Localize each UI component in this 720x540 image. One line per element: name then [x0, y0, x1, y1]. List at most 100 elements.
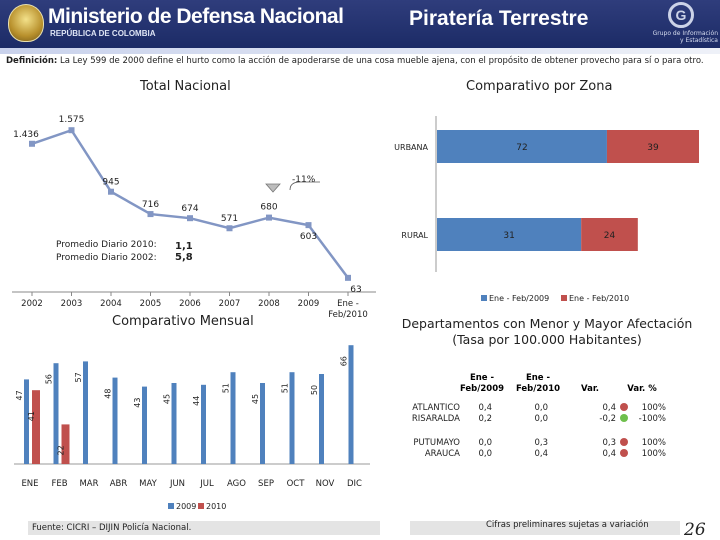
col-header-2010b: Feb/2010 [516, 384, 560, 394]
monthly-xtick-ago: AGO [227, 479, 246, 489]
dept-indicator-atlantico [620, 403, 628, 411]
monthly-bar-2010-ene [32, 390, 40, 464]
monthly-label-2009-jul: 44 [192, 396, 201, 406]
monthly-xtick-may: MAY [139, 479, 157, 489]
page-title: Piratería Terrestre [409, 7, 589, 30]
monthly-label-2009-sep: 45 [251, 394, 260, 404]
total-label-4: 674 [181, 204, 198, 214]
dept-2010-atlantico: 0,0 [534, 403, 548, 413]
monthly-bar-2009-sep [260, 383, 265, 464]
dept-2010-risaralda: 0,0 [534, 414, 548, 424]
monthly-legend-label-2010: 2010 [206, 502, 226, 511]
definition-label: Definición: [6, 56, 58, 66]
dept-2010-putumayo: 0,3 [534, 438, 548, 448]
monthly-label-2009-ene: 47 [15, 390, 24, 400]
monthly-xtick-abr: ABR [110, 479, 128, 489]
ministry-name: Ministerio de Defensa Nacional [48, 5, 344, 28]
zona-bar-rural-1 [581, 218, 638, 251]
total-xtick-1: 2003 [61, 299, 83, 309]
monthly-label-2010-ene: 41 [27, 411, 36, 421]
monthly-bar-2009-nov [319, 374, 324, 464]
monthly-bar-2009-jul [201, 384, 206, 464]
total-xtick-5: 2007 [219, 299, 241, 309]
total-nacional-chart: 1.436 1.575 945 716 674 571 680 603 63 2002 2003 2… [12, 115, 376, 320]
monthly-xtick-jul: JUL [199, 479, 214, 489]
dept-varp-arauca: 100% [642, 449, 666, 459]
zona-legend-label-1: Ene - Feb/2010 [569, 294, 629, 303]
col-header-2009b: Feb/2009 [460, 384, 504, 394]
col-header-2010a: Ene - [526, 373, 551, 383]
total-xtick-0: 2002 [21, 299, 43, 309]
promedio-2010-value: 1,1 [175, 241, 193, 252]
monthly-label-2009-ago: 51 [222, 383, 231, 393]
total-xtick-8a: Ene - [337, 299, 359, 309]
departamentos-table: Ene - Feb/2009 Ene - Feb/2010 Var. Var. … [412, 373, 666, 459]
group-line2: y Estadística [679, 37, 718, 44]
total-xtick-2: 2004 [100, 299, 122, 309]
dept-name-putumayo: PUTUMAYO [413, 438, 460, 448]
total-xtick-4: 2006 [179, 299, 201, 309]
zona-category-urbana: URBANA [394, 143, 428, 152]
monthly-label-2009-jun: 45 [163, 394, 172, 404]
comparativo-zona-title: Comparativo por Zona [466, 79, 613, 94]
dept-var-risaralda: -0,2 [599, 414, 616, 424]
total-point-2003 [68, 127, 75, 134]
zona-label-rural-0: 31 [503, 231, 514, 241]
dept-2009-arauca: 0,0 [478, 449, 492, 459]
source-note: Fuente: CICRI – DIJIN Policía Nacional. [32, 523, 192, 533]
footer-bar-left [28, 521, 380, 535]
col-header-varp: Var. % [627, 384, 657, 394]
total-point-2002 [29, 140, 35, 147]
monthly-xtick-dic: DIC [347, 479, 362, 489]
monthly-xtick-mar: MAR [79, 479, 98, 489]
departamentos-title-line1: Departamentos con Menor y Mayor Afectaci… [401, 316, 693, 331]
total-label-7: 603 [300, 232, 317, 242]
group-line1: Grupo de Información [652, 30, 718, 37]
monthly-bar-2009-ene [24, 379, 29, 464]
total-label-5: 571 [221, 214, 238, 224]
zona-label-urbana-1: 39 [647, 143, 659, 153]
col-header-var: Var. [581, 384, 599, 394]
monthly-label-2009-oct: 51 [281, 383, 290, 393]
total-point-2008 [266, 214, 272, 221]
col-header-2009a: Ene - [470, 373, 495, 383]
dept-2009-putumayo: 0,0 [478, 438, 492, 448]
zona-legend-label-0: Ene - Feb/2009 [489, 294, 549, 303]
monthly-xtick-ene: ENE [21, 479, 38, 489]
total-xtick-8b: Feb/2010 [328, 310, 368, 320]
promedio-2002-value: 5,8 [175, 252, 193, 263]
footer-bar-right [410, 521, 680, 535]
promedio-2002-label: Promedio Diario 2002: [56, 253, 157, 263]
comparativo-zona-chart: URBANA 72 39 RURAL 31 24 Ene - Feb/2009 Ene - … [394, 116, 699, 303]
total-label-8: 63 [350, 285, 361, 295]
dept-name-risaralda: RISARALDA [412, 414, 460, 424]
group-name: Grupo de Información y Estadística [640, 30, 718, 44]
zona-bar-urbana-0 [437, 130, 607, 163]
coat-of-arms-icon [8, 4, 44, 42]
zona-legend-swatch-0 [481, 295, 487, 301]
monthly-bar-2009-ago [230, 372, 236, 464]
zona-label-urbana-0: 72 [516, 143, 527, 153]
monthly-xtick-jun: JUN [169, 479, 185, 489]
zona-legend-swatch-1 [561, 295, 567, 301]
monthly-label-2010-feb: 22 [57, 445, 66, 455]
annotation-bracket [289, 181, 320, 191]
total-point-2004 [108, 188, 114, 195]
monthly-label-2009-mar: 57 [74, 372, 83, 382]
definition-body: La Ley 599 de 2000 define el hurto como … [57, 56, 704, 66]
monthly-xtick-oct: OCT [287, 479, 306, 489]
definition-text: Definición: La Ley 599 de 2000 define el… [6, 56, 714, 67]
arrow-down-icon [265, 183, 281, 193]
total-nacional-title: Total Nacional [140, 79, 231, 94]
monthly-legend-label-2009: 2009 [176, 502, 196, 511]
comparativo-mensual-title: Comparativo Mensual [112, 314, 254, 329]
total-label-6: 680 [260, 203, 277, 213]
dept-indicator-risaralda [620, 414, 628, 422]
dept-var-arauca: 0,4 [602, 449, 616, 459]
header-bar [0, 0, 720, 48]
dept-varp-risaralda: -100% [639, 414, 666, 424]
monthly-bar-2009-abr [112, 377, 118, 464]
zona-bar-urbana-1 [606, 130, 699, 163]
total-point-2006 [187, 215, 193, 222]
total-label-0: 1.436 [13, 130, 39, 140]
